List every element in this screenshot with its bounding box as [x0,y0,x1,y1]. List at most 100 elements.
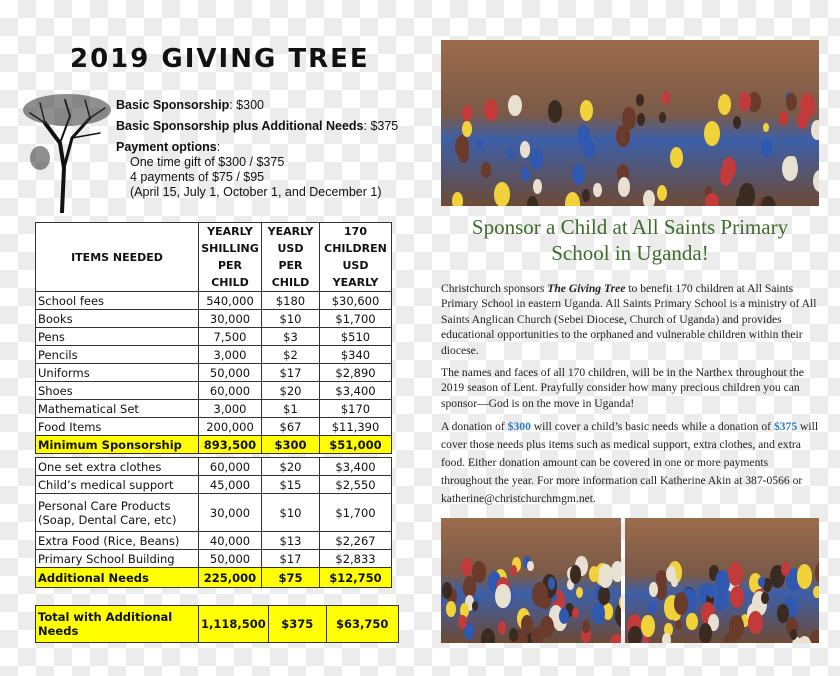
shilling-cell: 225,000 [199,568,262,588]
photo-detail [507,148,514,159]
photo-detail [813,586,819,599]
additional-needs-table: One set extra clothes 60,000 $20 $3,400 Chil… [35,457,392,588]
photo-detail [810,630,819,643]
table-row: One set extra clothes 60,000 $20 $3,400 [36,458,392,476]
usd-cell: $2 [262,346,320,364]
photo-detail [598,586,610,605]
photo-detail [548,577,556,589]
usd-cell: $10 [262,494,320,532]
shilling-cell: 30,000 [199,310,262,328]
item-name: One set extra clothes [36,458,199,476]
items-needed-table: ITEMS NEEDED YEARLY SHILLING PER CHILD Y… [35,222,392,454]
table-row: Food Items 200,000 $67 $11,390 [36,418,392,436]
colon: : [217,140,220,154]
total-cell: $2,267 [320,532,392,550]
photo-detail [572,164,585,185]
photo-detail [495,584,510,609]
section-heading: Sponsor a Child at All Saints Primary Sc… [441,214,819,266]
photo-detail [510,565,517,576]
usd-cell: $1 [262,400,320,418]
table-row: Pencils 3,000 $2 $340 [36,346,392,364]
usd-cell: $67 [262,418,320,436]
photo-detail [670,147,684,169]
photo-detail [730,586,744,608]
photo-detail [619,595,621,610]
usd-cell: $375 [268,606,326,643]
photo-detail [797,112,807,128]
photo-detail [671,577,677,587]
total-cell: $510 [320,328,392,346]
photo-detail [705,193,718,206]
usd-cell: $300 [262,436,320,454]
photo-detail [530,149,542,169]
photo-detail [816,564,819,575]
photo-detail [722,157,736,179]
photo-detail [527,561,533,571]
photo-detail [748,611,763,635]
photo-detail [789,156,797,169]
photo-detail [452,192,464,206]
shilling-cell: 50,000 [199,364,262,382]
photo-detail [675,620,682,631]
table-row: Uniforms 50,000 $17 $2,890 [36,364,392,382]
photo-detail [616,125,629,146]
photo-detail [728,562,743,587]
photo-detail [572,608,579,619]
photo-detail [462,105,472,122]
photo-detail [797,564,812,588]
item-name: Shoes [36,382,199,400]
photo-detail [790,629,797,640]
photo-detail [565,192,580,206]
photo-detail [548,100,562,123]
total-cell: $1,700 [320,494,392,532]
photo-detail [779,111,788,126]
photo-detail [813,170,819,192]
shilling-cell: 60,000 [199,382,262,400]
photo-detail [481,162,491,177]
item-name: Child’s medical support [36,476,199,494]
photo-detail [593,183,602,197]
photo-detail [729,615,744,640]
photo-detail [686,613,697,631]
photo-detail [674,592,688,614]
item-name: Food Items [36,418,199,436]
page-title: 2019 GIVING TREE [70,44,370,74]
shilling-cell: 3,000 [199,400,262,418]
usd-cell: $75 [262,568,320,588]
photo-detail [718,94,731,115]
payment-line: 4 payments of $75 / $95 [116,170,398,185]
photo-detail [472,601,478,611]
paragraph-narthex: The names and faces of all 170 children,… [441,365,821,411]
total-cell: $1,700 [320,310,392,328]
table-row: Additional Needs 225,000 $75 $12,750 [36,568,392,588]
photo-detail [570,565,582,584]
photo-detail [628,626,641,643]
item-name: Minimum Sponsorship [36,436,199,454]
photo-detail [704,121,720,146]
photo-detail [657,185,667,201]
photo-detail [761,139,772,157]
shilling-cell: 1,118,500 [199,606,269,643]
children-photo-left [441,518,621,643]
text: will cover a child’s basic needs while a… [531,420,774,433]
usd-cell: $10 [262,310,320,328]
total-cell: $12,750 [320,568,392,588]
shilling-cell: 7,500 [199,328,262,346]
photo-detail [577,125,590,146]
item-name: Total with Additional Needs [36,606,199,643]
shilling-cell: 30,000 [199,494,262,532]
table-row: Shoes 60,000 $20 $3,400 [36,382,392,400]
photo-detail [582,620,590,632]
item-name: Pencils [36,346,199,364]
table-row: Primary School Building 50,000 $17 $2,833 [36,550,392,568]
photo-detail [659,112,666,123]
header-shilling: YEARLY SHILLING PER CHILD [199,223,262,292]
usd-cell: $17 [262,364,320,382]
grand-total-table: Total with Additional Needs 1,118,500 $375… [35,605,399,643]
item-name: Additional Needs [36,568,199,588]
total-cell: $3,400 [320,458,392,476]
amount-basic: $300 [508,420,531,433]
table-row: Total with Additional Needs 1,118,500 $375… [36,606,399,643]
shilling-cell: 200,000 [199,418,262,436]
total-cell: $30,600 [320,292,392,310]
